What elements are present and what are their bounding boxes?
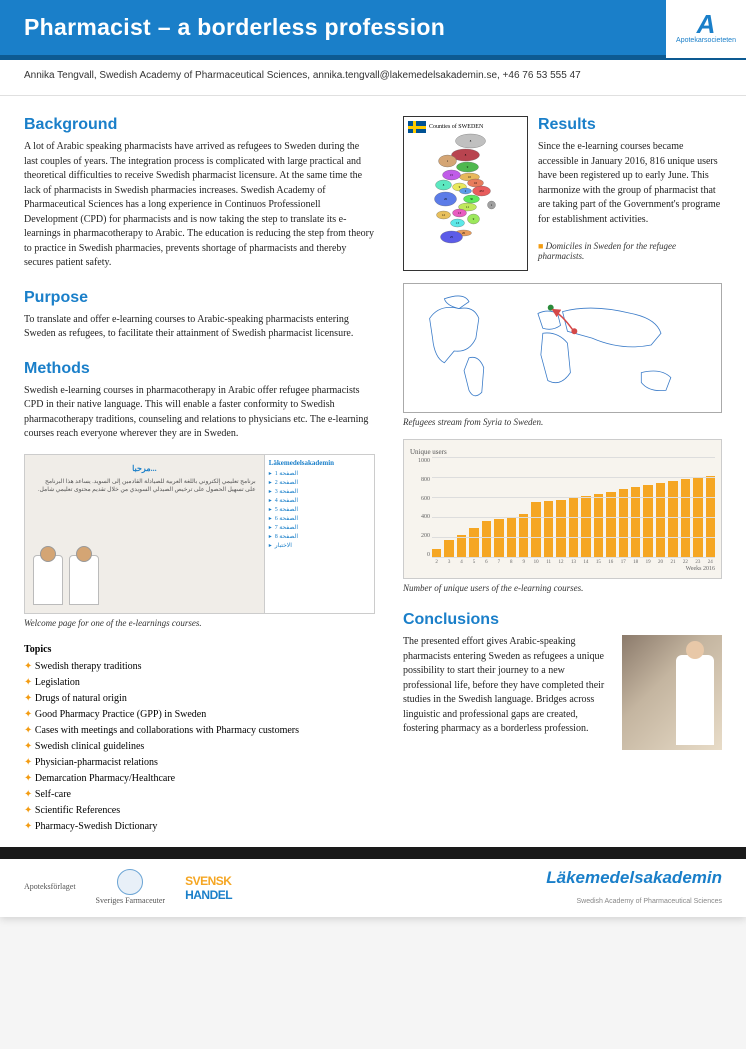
topic-item: Demarcation Pharmacy/Healthcare [24, 771, 375, 787]
elearning-caption: Welcome page for one of the e-learnings … [24, 618, 375, 628]
elearning-sidebar-item: الصفحة 1 [269, 470, 370, 479]
elearning-sidebar-item: الصفحة 8 [269, 533, 370, 542]
methods-heading: Methods [24, 360, 375, 378]
logo-letter: A [697, 11, 716, 37]
chart-caption: Number of unique users of the e-learning… [403, 583, 722, 593]
elearning-sidebar-item: الصفحة 2 [269, 479, 370, 488]
header-logo: A Apotekarsocieteten [666, 0, 746, 58]
greenland [444, 296, 469, 309]
continent-africa [541, 333, 571, 383]
elearning-sidebar-item: الاختبار [269, 542, 370, 551]
left-column: Background A lot of Arabic speaking phar… [24, 116, 375, 835]
svg-text:25: 25 [450, 235, 454, 239]
world-map-caption: Refugees stream from Syria to Sweden. [403, 417, 722, 427]
elearning-sidebar-item: الصفحة 3 [269, 488, 370, 497]
elearning-sidebar-title: Läkemedelsakademin [269, 459, 370, 467]
svg-text:13: 13 [456, 221, 460, 225]
topics-list: Swedish therapy traditionsLegislationDru… [24, 659, 375, 835]
elearning-sidebar-item: الصفحة 4 [269, 497, 370, 506]
topic-item: Scientific References [24, 803, 375, 819]
elearning-arabic-text: برنامج تعليمي إلكتروني باللغة العربية لل… [33, 478, 256, 495]
continent-oceania [641, 371, 671, 391]
footer-logos: Apoteksförlaget Sveriges Farmaceuter SVE… [24, 869, 232, 906]
continent-namerica [430, 307, 479, 362]
sweden-map-svg: 8819101589162472301126131121392625 [408, 133, 523, 263]
chart-bars: 02004006008001000 [410, 458, 715, 558]
topic-item: Pharmacy-Swedish Dictionary [24, 819, 375, 835]
logo-text: Apotekarsocieteten [676, 37, 736, 44]
farmaceuter-icon [117, 869, 143, 895]
chart-x-label: Weeks 2016 [410, 566, 715, 572]
chart-title: Unique users [410, 448, 715, 456]
sweden-map: Counties of SWEDEN 881910158916247230112… [403, 116, 528, 271]
footer: Apoteksförlaget Sveriges Farmaceuter SVE… [0, 847, 746, 917]
elearning-main: مرحبا... برنامج تعليمي إلكتروني باللغة ا… [25, 455, 264, 613]
purpose-heading: Purpose [24, 289, 375, 307]
svg-text:11: 11 [466, 205, 469, 209]
conclusions-block: The presented effort gives Arabic-speaki… [403, 635, 722, 750]
svg-text:15: 15 [450, 173, 454, 177]
chart-y-axis: 02004006008001000 [410, 458, 432, 558]
svg-text:12: 12 [442, 213, 446, 217]
results-block: Counties of SWEDEN 881910158916247230112… [403, 116, 722, 271]
world-map-svg [404, 284, 721, 412]
topic-item: Self-care [24, 787, 375, 803]
elearning-sidebar: Läkemedelsakademin الصفحة 1الصفحة 2الصفح… [264, 455, 374, 613]
poster-title: Pharmacist – a borderless profession [24, 14, 445, 41]
right-column: Counties of SWEDEN 881910158916247230112… [403, 116, 722, 835]
logo-apoteks: Apoteksförlaget [24, 883, 76, 892]
topics-title: Topics [24, 644, 375, 655]
figure-pharmacist-1 [33, 555, 63, 605]
continent-asia [562, 308, 660, 347]
elearning-sidebar-item: الصفحة 6 [269, 515, 370, 524]
topic-item: Cases with meetings and collaborations w… [24, 723, 375, 739]
logo-svensk-handel: SVENSK HANDEL [185, 874, 232, 902]
background-text: A lot of Arabic speaking pharmacists hav… [24, 140, 375, 271]
topic-item: Physician-pharmacist relations [24, 755, 375, 771]
elearning-screenshot: مرحبا... برنامج تعليمي إلكتروني باللغة ا… [24, 454, 375, 614]
continent-samerica [464, 357, 484, 396]
conclusions-heading: Conclusions [403, 611, 722, 629]
topic-item: Drugs of natural origin [24, 691, 375, 707]
elearning-sidebar-item: الصفحة 5 [269, 506, 370, 515]
svg-text:26: 26 [444, 197, 448, 201]
sweden-flag-icon [408, 121, 426, 133]
topic-item: Swedish therapy traditions [24, 659, 375, 675]
methods-text: Swedish e-learning courses in pharmacoth… [24, 384, 375, 442]
elearning-welcome: مرحبا... [33, 463, 256, 474]
conclusions-text: The presented effort gives Arabic-speaki… [403, 635, 612, 737]
svg-text:26: 26 [462, 231, 466, 235]
chart-gridlines [432, 458, 715, 558]
background-heading: Background [24, 116, 375, 134]
svg-text:30: 30 [470, 197, 474, 201]
bar-chart: Unique users 02004006008001000 234567891… [403, 439, 722, 579]
author-line: Annika Tengvall, Swedish Academy of Phar… [0, 60, 746, 96]
elearning-figures [33, 555, 256, 605]
elearning-sidebar-item: الصفحة 7 [269, 524, 370, 533]
svg-text:472: 472 [479, 189, 484, 193]
world-map [403, 283, 722, 413]
continent-europe [538, 311, 561, 329]
figure-pharmacist-2 [69, 555, 99, 605]
topic-item: Swedish clinical guidelines [24, 739, 375, 755]
sweden-map-label: Counties of SWEDEN [429, 124, 483, 130]
logo-farmaceuter: Sveriges Farmaceuter [96, 869, 166, 906]
pharmacy-photo [622, 635, 722, 750]
header-bar: Pharmacist – a borderless profession A A… [0, 0, 746, 60]
poster: Pharmacist – a borderless profession A A… [0, 0, 746, 917]
topic-item: Good Pharmacy Practice (GPP) in Sweden [24, 707, 375, 723]
content-area: Background A lot of Arabic speaking phar… [0, 96, 746, 847]
svg-text:13: 13 [458, 211, 462, 215]
topic-item: Legislation [24, 675, 375, 691]
purpose-text: To translate and offer e-learning course… [24, 313, 375, 342]
elearning-sidebar-list: الصفحة 1الصفحة 2الصفحة 3الصفحة 4الصفحة 5… [269, 470, 370, 551]
svg-text:16: 16 [474, 181, 478, 185]
svg-text:10: 10 [468, 175, 472, 179]
chart-x-axis: 23456789101112131415161718192021222324 [410, 560, 715, 565]
footer-brand: Läkemedelsakademin Swedish Academy of Ph… [546, 868, 722, 908]
